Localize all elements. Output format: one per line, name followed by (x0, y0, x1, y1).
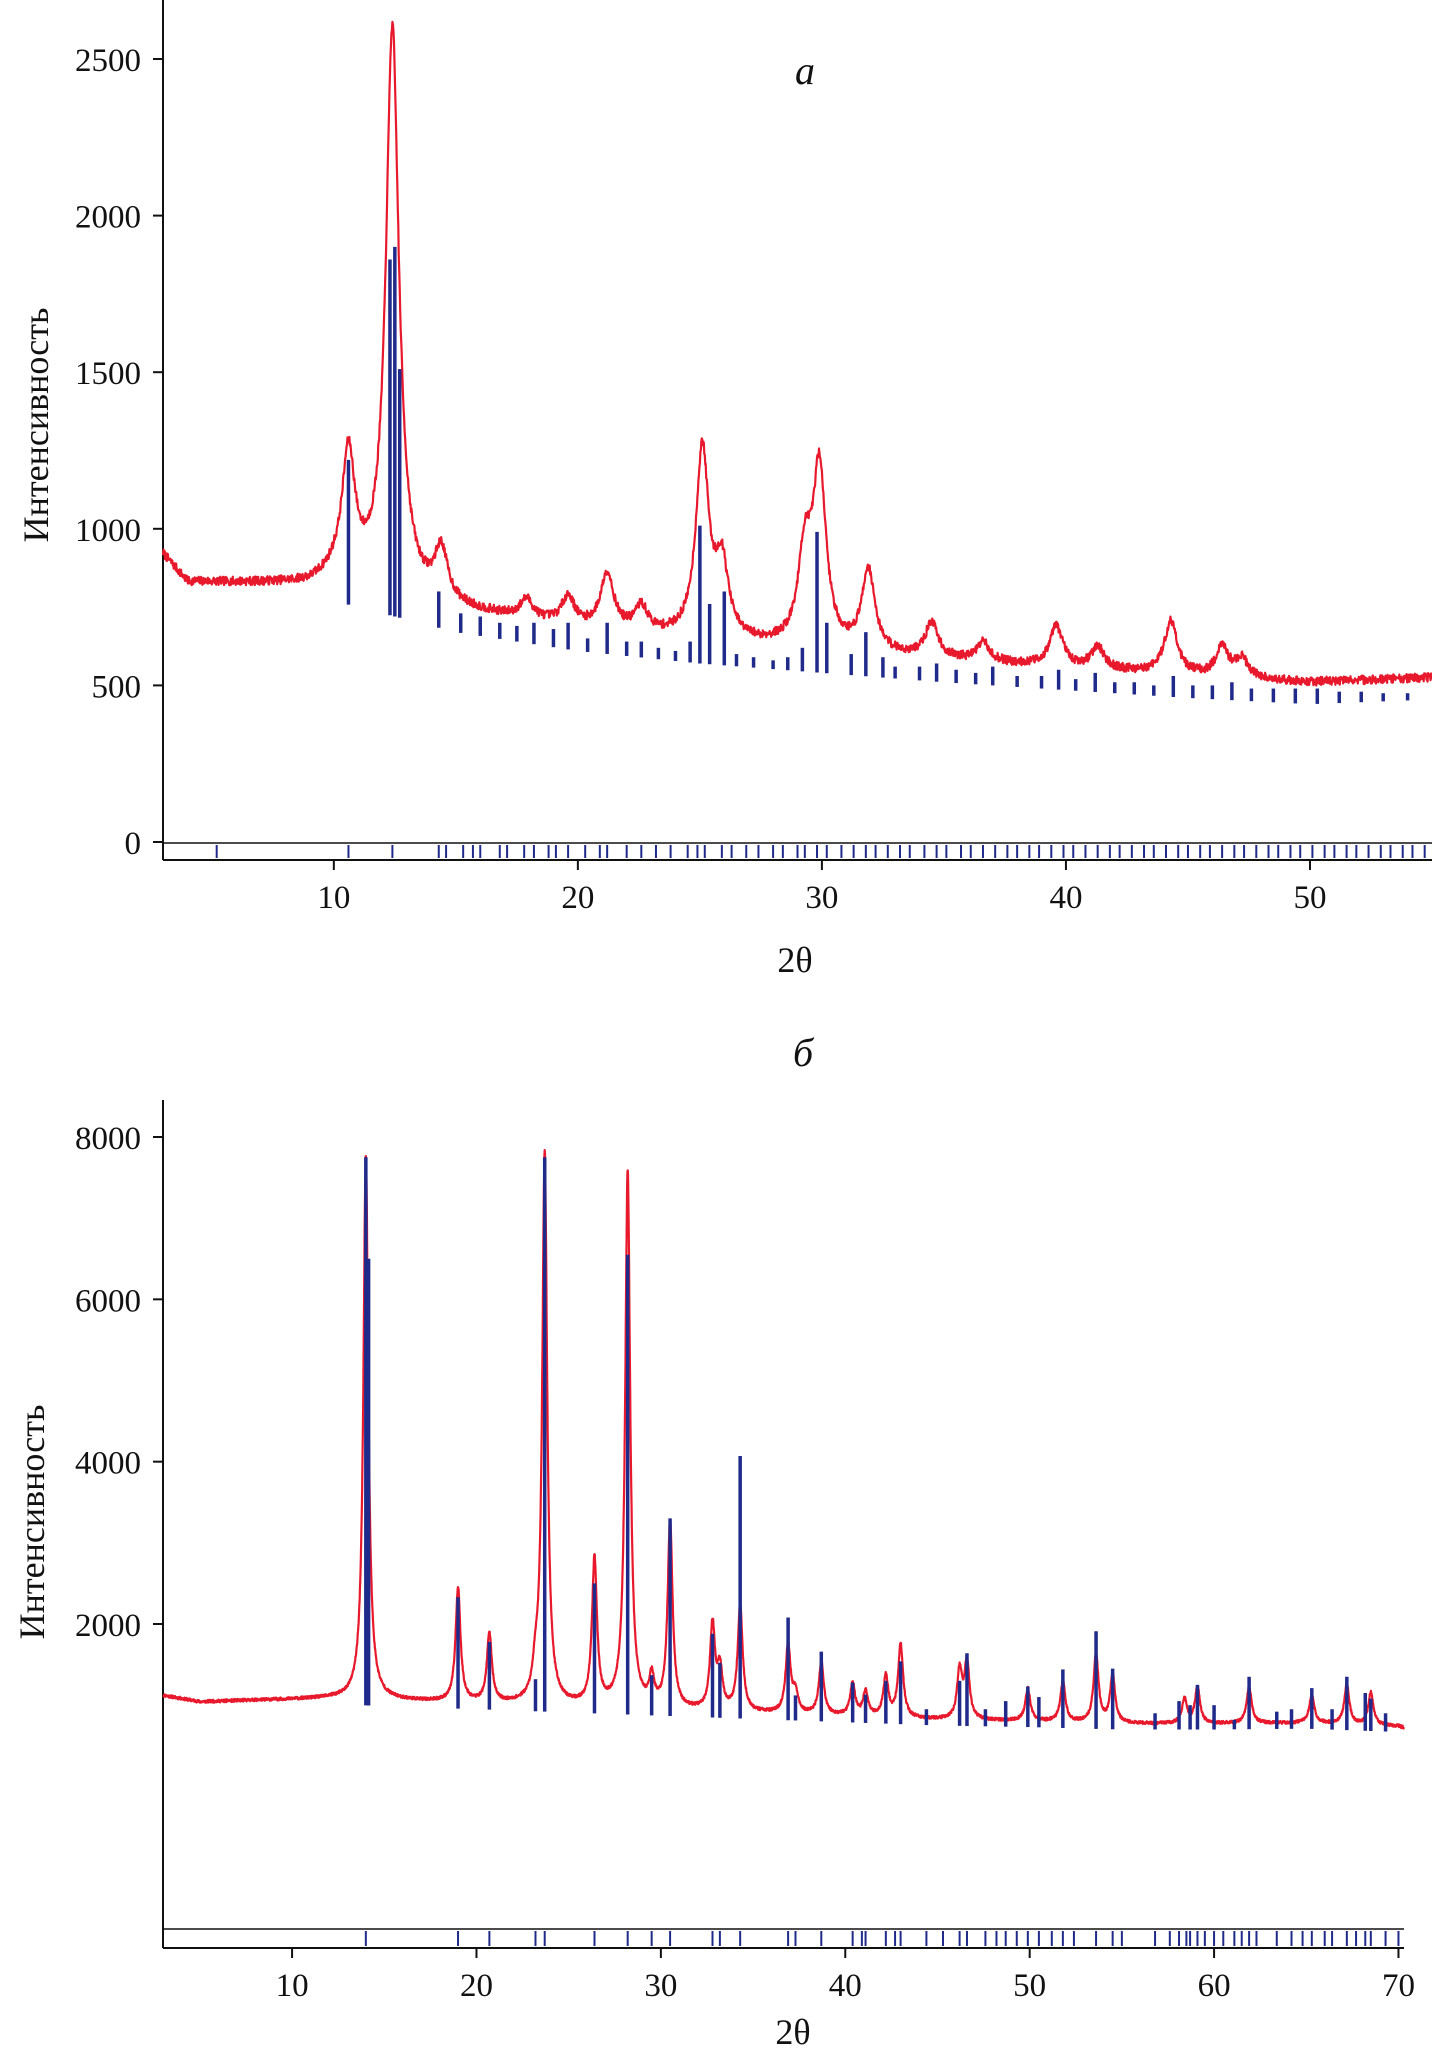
panel-a-y-tick-label: 0 (125, 826, 142, 862)
panel-a-label: a (795, 48, 815, 93)
panel-b: б 2θ Интенсивность 10 20 30 40 50 60 70 2000 400… (12, 1030, 1415, 2052)
panel-b-x-tick-label: 30 (644, 1968, 677, 2004)
panel-a-x-tick-label: 10 (317, 880, 350, 916)
panel-b-y-axis-title: Интенсивность (12, 1405, 52, 1640)
panel-b-x-tick-label: 60 (1198, 1968, 1231, 2004)
panel-b-label: б (793, 1030, 815, 1075)
panel-b-x-tick-label: 70 (1382, 1968, 1415, 2004)
panel-a-observed-profile (161, 20, 1432, 687)
panel-b-y-tick-label: 4000 (75, 1446, 141, 1482)
panel-a-x-axis-title: 2θ (777, 940, 812, 980)
panel-a-x-tick-label: 50 (1293, 880, 1326, 916)
panel-b-y-tick-label: 8000 (75, 1121, 141, 1157)
panel-a-y-tick-label: 1000 (75, 513, 141, 549)
panel-b-y-tick-label: 2000 (75, 1608, 141, 1644)
panel-a: a 2θ Интенсивность 10 20 30 40 5005001000150… (16, 0, 1432, 980)
panel-a-y-axis-title: Интенсивность (16, 308, 56, 543)
panel-b-observed-profile (162, 1149, 1405, 1730)
panel-b-x-axis-title: 2θ (775, 2012, 810, 2052)
panel-b-x-tick-label: 50 (1013, 1968, 1046, 2004)
panel-b-x-tick-label: 20 (460, 1968, 493, 2004)
panel-a-y-tick-label: 500 (92, 669, 142, 705)
panel-a-x-tick-label: 20 (561, 880, 594, 916)
panel-a-x-tick-label: 30 (805, 880, 838, 916)
panel-b-y-tick-label: 6000 (75, 1283, 141, 1319)
panel-b-x-tick-label: 40 (829, 1968, 862, 2004)
panel-b-x-tick-label: 10 (276, 1968, 309, 2004)
panel-a-y-tick-label: 1500 (75, 356, 141, 392)
panel-a-x-tick-label: 40 (1049, 880, 1082, 916)
panel-a-y-tick-label: 2500 (75, 43, 141, 79)
panel-a-y-tick-label: 2000 (75, 200, 141, 236)
